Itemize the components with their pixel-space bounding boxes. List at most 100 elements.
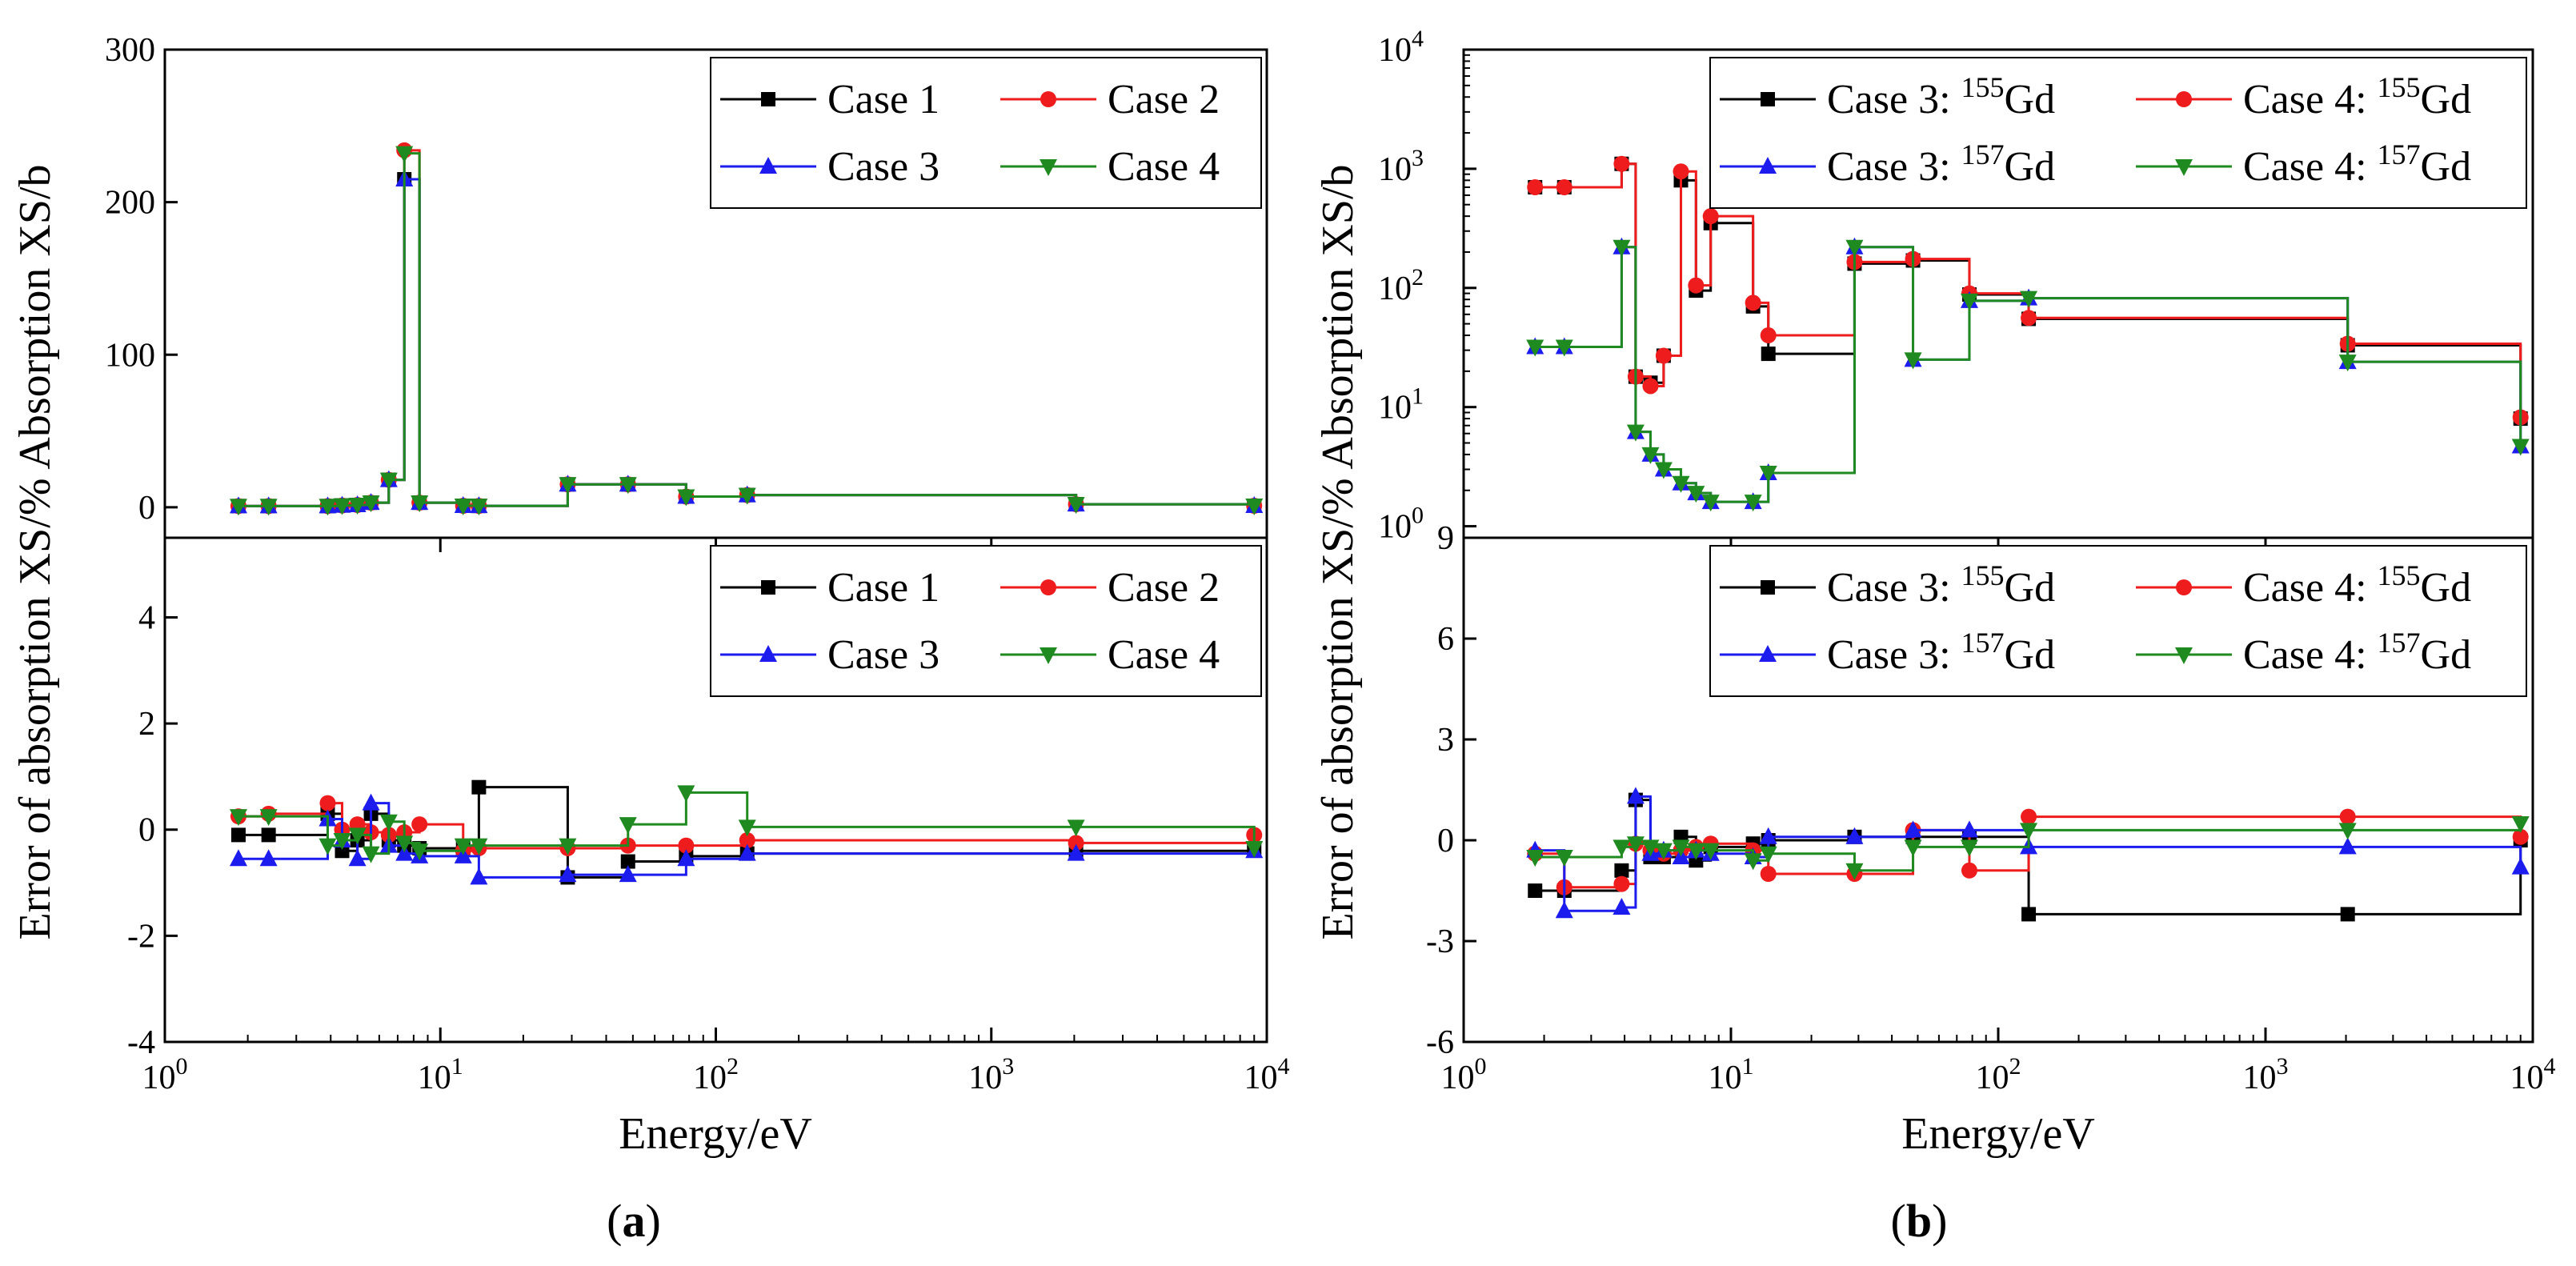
data-point [348, 849, 367, 867]
data-point [1845, 239, 1864, 257]
legend-label: Case 2 [1108, 565, 1220, 611]
data-point [1613, 839, 1631, 857]
tick-base: 10 [418, 1060, 451, 1096]
data-point [1701, 495, 1720, 512]
y-tick-label: 102 [1378, 264, 1424, 307]
x-tick-label: 103 [2243, 1053, 2289, 1096]
data-point [379, 814, 398, 831]
data-point [1613, 239, 1631, 257]
data-point [1613, 875, 1630, 892]
data-point [261, 827, 276, 843]
legend-text: Case 3 [827, 144, 939, 190]
caption-letter: a [623, 1195, 646, 1247]
legend-text: Case 2 [1108, 77, 1220, 122]
panel-caption: (a) [607, 1195, 661, 1247]
tick-base: 10 [1441, 1060, 1475, 1096]
series-line [238, 178, 1256, 507]
legend-superscript: 155 [1961, 559, 2005, 591]
data-point [1759, 465, 1777, 483]
legend-frame [1709, 545, 2527, 697]
y-tick-label: 0 [138, 812, 155, 849]
legend-marker [1040, 579, 1056, 595]
legend-tail: Gd [2005, 77, 2056, 122]
legend-label: Case 3: 155Gd [1827, 559, 2055, 611]
y-tick-label: 9 [1437, 520, 1454, 557]
tick-exponent: 2 [727, 1053, 739, 1080]
data-point [318, 499, 337, 516]
data-point [738, 819, 756, 837]
data-point [2512, 828, 2529, 845]
data-point [2338, 823, 2357, 840]
tick-base: 10 [2510, 1060, 2544, 1096]
data-point [2021, 907, 2037, 922]
y-tick-label: 103 [1378, 145, 1424, 188]
legend-marker [759, 157, 777, 174]
data-point [362, 495, 380, 513]
y-tick-label: 104 [1378, 26, 1424, 69]
legend-marker [1761, 580, 1775, 595]
data-point [1761, 347, 1776, 362]
data-point [1702, 208, 1719, 225]
legend-text: Case 3: [1827, 632, 1961, 678]
legend-tail: Gd [2421, 565, 2472, 611]
data-point [411, 816, 428, 833]
data-point [319, 795, 336, 811]
tick-base: 10 [1378, 151, 1412, 188]
data-point [738, 487, 756, 505]
data-point [2511, 439, 2530, 456]
y-tick-label: -2 [127, 918, 155, 955]
data-point [1245, 840, 1264, 858]
data-point [2021, 310, 2037, 327]
x-tick-label: 103 [968, 1053, 1014, 1096]
y-tick-label: 300 [105, 32, 155, 69]
data-point [619, 477, 637, 495]
data-point [1641, 839, 1660, 857]
data-point [2340, 907, 2355, 922]
caption-close: ) [1932, 1195, 1947, 1247]
legend-label: Case 3 [827, 632, 939, 678]
legend-label: Case 4: 157Gd [2243, 627, 2471, 678]
legend-tail: Gd [2421, 144, 2472, 190]
tick-base: 10 [968, 1060, 1002, 1096]
tick-base: 10 [2243, 1060, 2277, 1096]
data-point [362, 793, 380, 811]
data-point [2020, 290, 2038, 308]
data-point [229, 849, 247, 867]
data-point [379, 472, 398, 490]
y-tick-label: 100 [105, 337, 155, 374]
legend-marker [2176, 91, 2192, 107]
tick-exponent: 1 [1412, 383, 1424, 410]
tick-base: 10 [142, 1060, 176, 1096]
data-point [1688, 277, 1705, 294]
tick-exponent: 1 [451, 1053, 463, 1080]
series-line [1535, 246, 2522, 503]
data-point [1687, 486, 1705, 503]
y-tick-label: -6 [1426, 1024, 1454, 1061]
data-point [395, 146, 414, 163]
data-point [1672, 839, 1690, 857]
x-tick-label: 102 [1976, 1053, 2021, 1096]
x-tick-label: 101 [1709, 1053, 1754, 1096]
data-point [678, 837, 695, 854]
series-case-4-157gd [1526, 816, 2530, 880]
legend-superscript: 157 [2378, 627, 2421, 659]
legend-marker [2175, 647, 2193, 664]
data-point [677, 785, 695, 803]
legend-tail: Gd [2421, 77, 2472, 122]
legend-text: Case 3: [1827, 565, 1961, 611]
legend-superscript: 157 [1961, 627, 2005, 659]
tick-base: 10 [1378, 270, 1412, 307]
data-point [1527, 178, 1544, 195]
legend-frame [1709, 57, 2527, 209]
caption-close: ) [646, 1195, 661, 1247]
legend-marker [1040, 91, 1056, 107]
y-tick-label: 0 [138, 490, 155, 527]
y-tick-label: 2 [138, 706, 155, 743]
data-point [1626, 424, 1645, 442]
data-point [2020, 823, 2038, 840]
legend-superscript: 157 [2378, 138, 2421, 170]
legend-marker [759, 645, 777, 662]
y-axis-panel_a-top_yticks: 0 100 200 300 [105, 32, 178, 527]
data-point [1960, 839, 1978, 857]
